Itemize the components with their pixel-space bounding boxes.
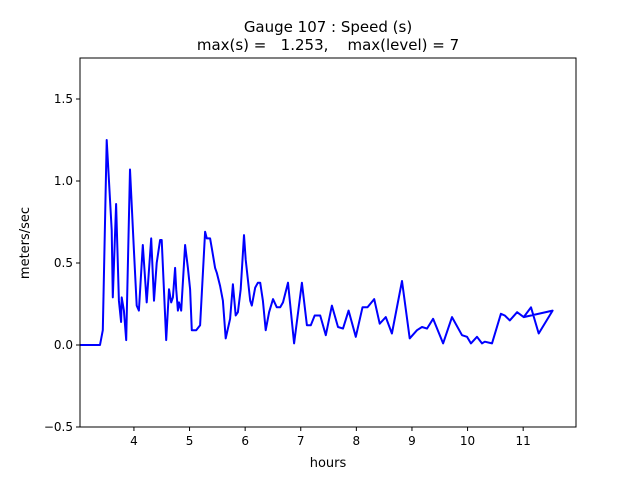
y-tick-label: 0.5: [54, 256, 73, 270]
x-tick-label: 6: [241, 434, 249, 448]
y-axis-label: meters/sec: [18, 207, 33, 279]
series-line-speed: [80, 139, 554, 346]
x-tick-label: 5: [186, 434, 194, 448]
x-tick-label: 7: [297, 434, 305, 448]
x-tick-label: 4: [130, 434, 138, 448]
chart-title-line1: Gauge 107 : Speed (s): [244, 18, 412, 36]
x-axis-ticks: 4 5 6 7 8 9 10 11: [130, 427, 531, 448]
x-tick-label: 11: [516, 434, 531, 448]
y-axis-ticks: −0.5 0.0 0.5 1.0 1.5: [44, 92, 80, 434]
y-tick-label: 1.0: [54, 174, 73, 188]
x-tick-label: 9: [408, 434, 416, 448]
y-tick-label: −0.5: [44, 420, 73, 434]
plot-area: [80, 139, 554, 346]
x-tick-label: 8: [353, 434, 361, 448]
chart-title-line2: max(s) = 1.253, max(level) = 7: [197, 36, 459, 54]
y-tick-label: 0.0: [54, 338, 73, 352]
x-tick-label: 10: [460, 434, 475, 448]
y-tick-label: 1.5: [54, 92, 73, 106]
x-axis-label: hours: [310, 456, 347, 471]
axes-frame: [79, 57, 577, 428]
